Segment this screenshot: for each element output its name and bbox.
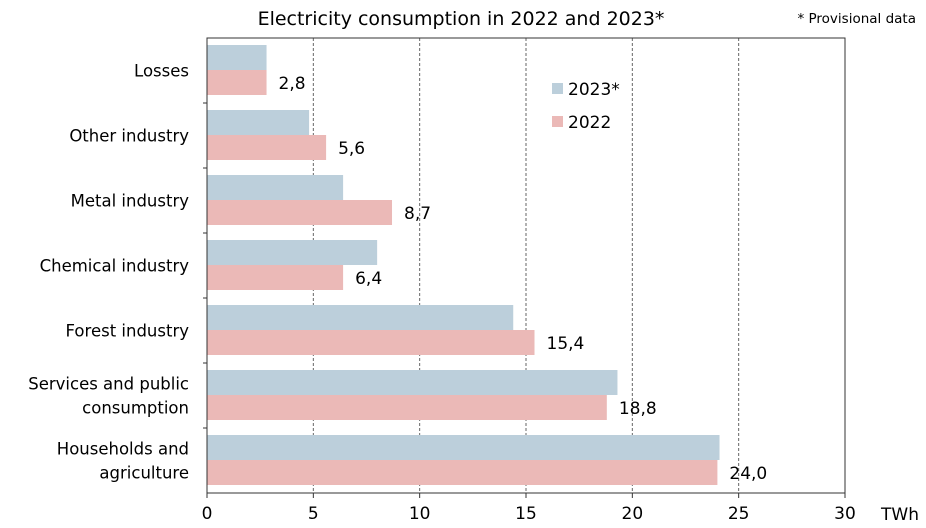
axes: Losses Other industry Metal industry Chemic…	[28, 37, 856, 524]
bar-2022-0	[207, 70, 267, 95]
chart-title: Electricity consumption in 2022 and 2023…	[258, 8, 665, 30]
data-label: 8,7	[404, 204, 431, 224]
x-tick-label: 5	[308, 504, 319, 524]
category-label: Other industry	[69, 127, 189, 146]
data-label: 15,4	[547, 334, 585, 354]
data-label: 24,0	[729, 464, 767, 484]
bar-2022-5	[207, 395, 607, 420]
legend-label: 2023*	[568, 80, 620, 100]
bar-2023-6	[207, 435, 720, 460]
legend-swatch	[552, 83, 563, 94]
gridlines	[312, 38, 740, 493]
category-label: Forest industry	[66, 322, 190, 341]
x-tick-label: 20	[622, 504, 644, 524]
category-label: Losses	[134, 62, 189, 81]
x-axis-unit: TWh	[880, 505, 919, 525]
bar-2023-5	[207, 370, 618, 395]
bars: 2,8 5,6 8,7 6,4 15,4 18,8 24,0	[207, 45, 767, 485]
bar-2023-0	[207, 45, 267, 70]
data-label: 18,8	[619, 399, 657, 419]
legend-label: 2022	[568, 113, 611, 133]
bar-2022-1	[207, 135, 327, 160]
category-label: Households and	[57, 440, 189, 459]
legend-swatch	[552, 116, 563, 127]
bar-2022-2	[207, 200, 393, 225]
bar-2022-3	[207, 265, 344, 290]
bar-2023-4	[207, 305, 514, 330]
bar-2022-4	[207, 330, 535, 355]
category-label: Chemical industry	[40, 257, 190, 276]
bar-2022-6	[207, 460, 718, 485]
bar-2023-1	[207, 110, 310, 135]
data-label: 5,6	[338, 139, 365, 159]
x-tick-label: 25	[728, 504, 750, 524]
category-label: agriculture	[99, 464, 189, 483]
provisional-note: * Provisional data	[797, 11, 916, 27]
x-tick-label: 30	[834, 504, 856, 524]
category-label: consumption	[82, 399, 189, 418]
bar-2023-3	[207, 240, 378, 265]
x-tick-label: 10	[409, 504, 431, 524]
bar-2023-2	[207, 175, 344, 200]
x-tick-label: 0	[202, 504, 213, 524]
data-label: 2,8	[279, 74, 306, 94]
data-label: 6,4	[355, 269, 382, 289]
category-label: Services and public	[28, 375, 189, 394]
x-tick-label: 15	[515, 504, 537, 524]
legend: 2023* 2022	[552, 80, 620, 133]
category-label: Metal industry	[71, 192, 190, 211]
